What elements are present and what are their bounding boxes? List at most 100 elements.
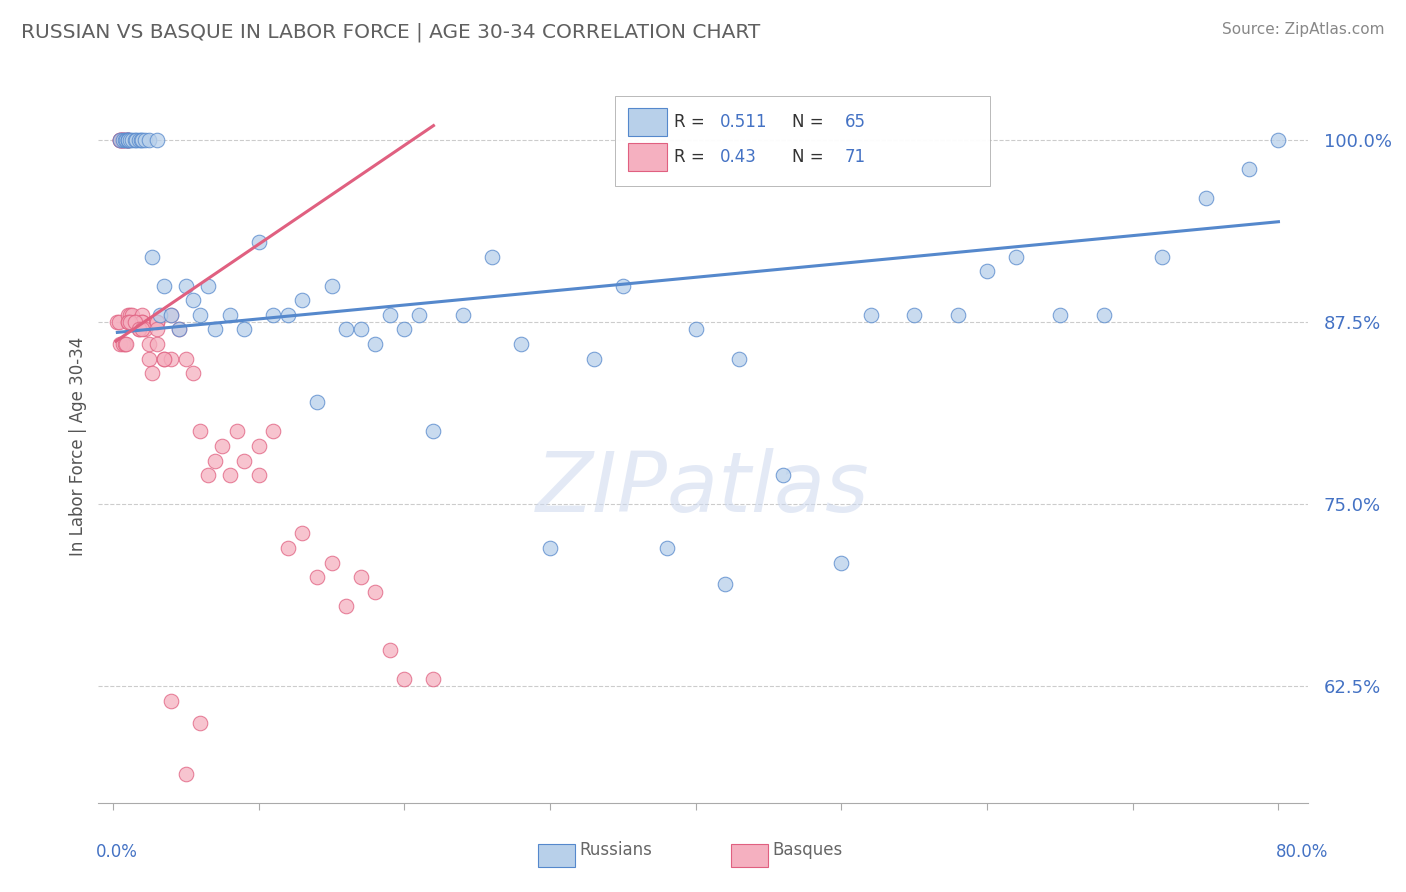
Point [350,322,373,336]
Point [117,133,139,147]
Point [190,425,212,439]
Point [247,439,270,453]
Point [114,337,136,351]
Point [145,337,167,351]
Point [305,395,328,409]
Point [145,322,167,336]
Text: R =: R = [673,148,710,167]
Point [128,322,150,336]
Point [114,133,136,147]
Point [110,337,132,351]
Point [364,337,387,351]
Point [197,468,219,483]
Point [111,133,134,147]
Point [612,278,634,293]
Point [291,293,314,308]
Text: N =: N = [793,148,830,167]
Point [481,250,503,264]
Point [160,308,183,322]
Text: N =: N = [793,112,830,131]
Point [117,308,139,322]
Y-axis label: In Labor Force | Age 30-34: In Labor Force | Age 30-34 [69,336,87,556]
Point [204,453,226,467]
Point [1005,250,1028,264]
Point [120,308,142,322]
Point [728,351,751,366]
Point [262,425,284,439]
Point [582,351,605,366]
Point [115,337,138,351]
Point [112,337,135,351]
Point [181,293,204,308]
Text: ZIPatlas: ZIPatlas [536,449,870,529]
Point [124,315,146,329]
Text: R =: R = [673,112,710,131]
Point [321,278,343,293]
Point [830,556,852,570]
Point [112,133,135,147]
Point [277,541,299,555]
Point [218,308,240,322]
Point [174,766,197,780]
Point [247,468,270,483]
Point [121,308,143,322]
Point [160,351,183,366]
Point [946,308,969,322]
Point [378,643,401,657]
Point [233,453,256,467]
Point [134,133,156,147]
Point [714,577,737,591]
Point [115,133,138,147]
Point [335,322,357,336]
Point [976,264,998,278]
Point [145,133,167,147]
Point [128,133,150,147]
Point [685,322,707,336]
Point [125,315,148,329]
Point [655,541,678,555]
Point [149,308,172,322]
Point [117,133,139,147]
Point [121,133,143,147]
Point [1150,250,1173,264]
Point [117,315,139,329]
Point [174,278,197,293]
Point [903,308,925,322]
Point [120,133,142,147]
Point [131,308,153,322]
Point [141,366,163,380]
Point [112,133,135,147]
Point [110,133,132,147]
Point [124,133,146,147]
Point [378,308,401,322]
Point [1092,308,1115,322]
Point [364,584,387,599]
Point [124,315,146,329]
Text: 0.43: 0.43 [720,148,756,167]
Point [174,351,197,366]
Point [117,133,139,147]
Point [291,526,314,541]
Point [538,541,561,555]
Point [772,468,794,483]
Point [218,468,240,483]
Point [350,570,373,584]
Point [153,351,176,366]
Point [233,322,256,336]
Point [160,694,183,708]
Point [197,278,219,293]
Text: 0.511: 0.511 [720,112,768,131]
Point [110,133,132,147]
Point [225,425,247,439]
Text: 71: 71 [845,148,866,167]
Text: Source: ZipAtlas.com: Source: ZipAtlas.com [1222,22,1385,37]
Point [181,366,204,380]
Point [128,322,150,336]
Point [204,322,226,336]
Point [190,308,212,322]
Point [335,599,357,614]
Point [859,308,882,322]
FancyBboxPatch shape [628,108,666,136]
Point [129,133,152,147]
Point [408,308,430,322]
